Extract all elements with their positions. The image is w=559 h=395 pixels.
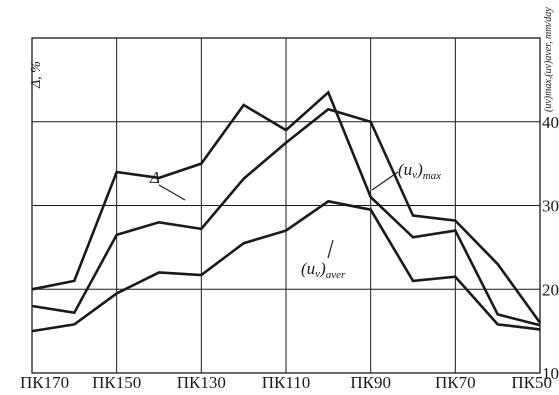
- uaver-label-tail: aver: [326, 269, 346, 281]
- y-tick-label: 10: [542, 364, 559, 383]
- umax-label-close: ): [416, 160, 423, 179]
- y-tick-label: 40: [542, 113, 559, 132]
- y-axis-label-left: Δ, %: [29, 61, 44, 89]
- series-line-0: [31, 90, 541, 327]
- y-tick-label: 20: [542, 280, 559, 299]
- x-tick-label: ПК90: [350, 373, 391, 390]
- x-tick-label: ПК110: [262, 373, 311, 390]
- umax-label-tail: max: [423, 170, 441, 182]
- x-tick-label: ПК70: [435, 373, 476, 390]
- series-line-1: [31, 107, 542, 324]
- umax-series-label: (uv)max: [398, 160, 441, 182]
- uaver-label-close: ): [319, 259, 326, 278]
- series-layer: [31, 90, 542, 333]
- x-tick-label: ПК150: [92, 373, 141, 390]
- umax-label-main: (u: [398, 160, 412, 179]
- x-tick-label: ПК170: [20, 373, 69, 390]
- delta-series-label: Δ: [149, 168, 160, 187]
- umax-label-sub: v: [412, 169, 417, 181]
- x-tick-label: ПК50: [511, 373, 552, 390]
- x-tick-label: ПК130: [177, 373, 226, 390]
- series-line-2: [31, 199, 541, 333]
- grid-layer: [31, 37, 541, 374]
- umax-leader-line: [371, 171, 399, 191]
- uaver-leader-line: [327, 239, 334, 259]
- uaver-label-main: (u: [301, 259, 315, 278]
- uaver-series-label: (uv)aver: [301, 259, 346, 281]
- y-tick-label: 30: [542, 197, 559, 216]
- uaver-label-sub: v: [315, 268, 320, 280]
- delta-leader-line: [158, 184, 186, 201]
- y-axis-label-right: (uv)max,(uv)aver, mm/day: [543, 7, 554, 112]
